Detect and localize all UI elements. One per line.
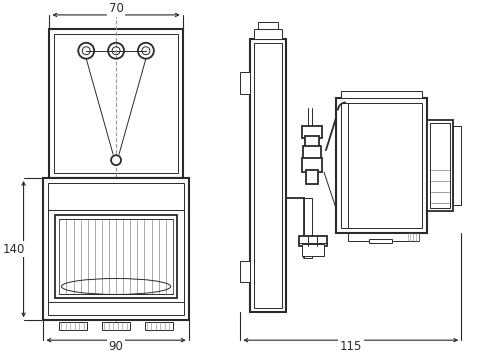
Bar — [250, 39, 286, 312]
Bar — [306, 170, 318, 184]
Bar — [54, 34, 178, 173]
Bar — [254, 43, 282, 308]
Circle shape — [111, 155, 121, 165]
Bar — [240, 261, 250, 282]
Bar — [299, 236, 327, 246]
Bar — [348, 233, 420, 241]
Text: 70: 70 — [108, 2, 124, 16]
Text: 140: 140 — [2, 243, 25, 256]
Bar — [428, 120, 454, 211]
Bar — [60, 219, 173, 295]
Bar — [302, 244, 324, 256]
Bar — [336, 98, 428, 233]
Bar — [303, 146, 321, 160]
Bar — [145, 322, 173, 330]
Bar — [60, 322, 87, 330]
Bar — [430, 123, 450, 208]
Bar — [240, 72, 250, 93]
Bar — [50, 29, 182, 178]
Bar — [454, 126, 461, 205]
Bar — [254, 29, 282, 39]
Bar — [48, 183, 184, 315]
Bar — [341, 91, 422, 98]
Bar — [44, 178, 189, 320]
Bar — [368, 239, 392, 243]
Bar — [302, 158, 322, 172]
Text: 90: 90 — [108, 339, 124, 353]
Bar — [305, 136, 319, 148]
Bar — [258, 22, 278, 29]
Bar — [341, 103, 422, 228]
Text: 115: 115 — [340, 339, 362, 353]
Bar — [102, 322, 130, 330]
Bar — [302, 126, 322, 138]
Bar — [56, 215, 176, 298]
Bar — [304, 198, 312, 258]
